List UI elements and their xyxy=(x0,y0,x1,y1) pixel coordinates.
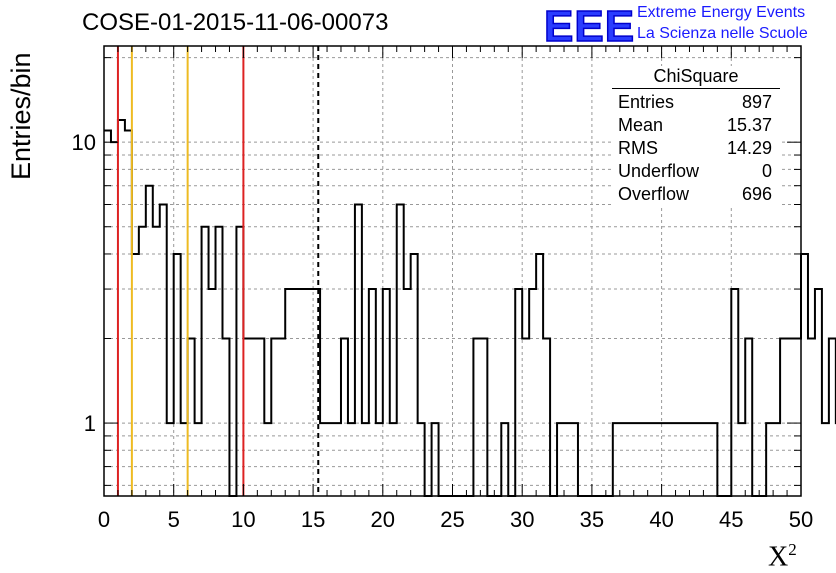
x-tick-label: 35 xyxy=(580,507,604,532)
x-tick-label: 10 xyxy=(231,507,255,532)
stats-value: 0 xyxy=(761,161,772,181)
stats-label: RMS xyxy=(618,138,658,158)
stats-label: Mean xyxy=(618,115,664,135)
stats-row-overflow: Overflow 696 xyxy=(612,183,780,206)
x-tick-label: 15 xyxy=(301,507,325,532)
stats-value: 14.29 xyxy=(726,138,772,158)
histogram-series xyxy=(104,118,836,497)
y-tick-label: 10 xyxy=(72,130,96,155)
stats-row-mean: Mean 15.37 xyxy=(612,114,780,137)
stats-box-title: ChiSquare xyxy=(612,66,780,89)
logo-caption: Extreme Energy Events La Scienza nelle S… xyxy=(637,2,808,44)
x-tick-label: 50 xyxy=(789,507,813,532)
x-tick-label: 25 xyxy=(440,507,464,532)
stats-value: 15.37 xyxy=(726,115,772,135)
stats-label: Entries xyxy=(618,92,675,112)
stats-label: Overflow xyxy=(618,184,690,204)
stats-row-rms: RMS 14.29 xyxy=(612,137,780,160)
x-axis-label-superscript: 2 xyxy=(788,540,797,559)
x-axis-label: X2 xyxy=(768,540,797,573)
x-axis-label-base: X xyxy=(768,541,789,573)
y-axis-label: Entries/bin xyxy=(6,52,36,180)
x-tick-label: 45 xyxy=(719,507,743,532)
x-tick-label: 5 xyxy=(168,507,180,532)
x-tick-label: 40 xyxy=(649,507,673,532)
x-tick-label: 30 xyxy=(510,507,534,532)
stats-box: ChiSquare Entries 897 Mean 15.37 RMS 14.29 … xyxy=(612,66,780,206)
x-tick-label: 20 xyxy=(371,507,395,532)
eee-logo: EEE xyxy=(543,1,636,52)
stats-value: 897 xyxy=(741,92,772,112)
x-tick-label: 0 xyxy=(98,507,110,532)
stats-row-underflow: Underflow 0 xyxy=(612,160,780,183)
stats-label: Underflow xyxy=(618,161,700,181)
y-tick-label: 1 xyxy=(84,411,96,436)
stats-value: 696 xyxy=(741,184,772,204)
logo-line-2: La Scienza nelle Scuole xyxy=(637,25,808,42)
chart-title: COSE-01-2015-11-06-00073 xyxy=(82,9,389,36)
logo-line-1: Extreme Energy Events xyxy=(637,4,806,21)
stats-row-entries: Entries 897 xyxy=(612,91,780,114)
